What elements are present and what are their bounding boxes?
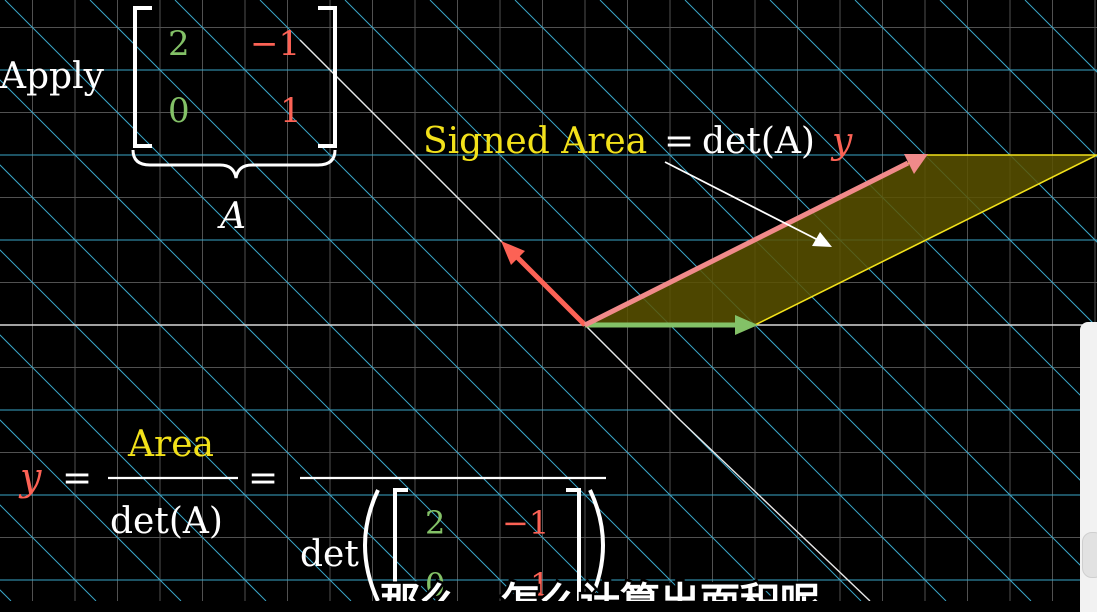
signed-area-label: Signed Area xyxy=(423,121,647,162)
variable-y: y xyxy=(830,121,853,162)
inner-entry-b: −1 xyxy=(502,504,549,542)
formula-denominator: det(A) xyxy=(110,501,223,542)
inner-left-bracket xyxy=(393,488,408,601)
transformed-grid-diag xyxy=(4,0,607,601)
transformed-grid-diag xyxy=(0,334,267,601)
transformed-grid-diag xyxy=(0,79,522,601)
transformed-grid-diag xyxy=(684,0,1097,413)
j-hat-vector xyxy=(513,253,587,327)
transformed-grid-diag xyxy=(0,249,352,601)
transformed-grid-diag xyxy=(939,0,1097,158)
video-subtitle: 那么，怎么计算出面积呢 xyxy=(380,580,820,601)
right-paren xyxy=(588,489,605,601)
arrow-icon xyxy=(735,315,758,335)
transformed-y-axis-lower xyxy=(679,419,871,601)
transformed-grid-diag xyxy=(854,0,1097,243)
matrix-entry-b: −1 xyxy=(250,24,300,64)
axes xyxy=(0,39,1097,601)
underbrace xyxy=(131,149,337,179)
equals-sign: = xyxy=(664,121,694,162)
transformed-grid-diag xyxy=(514,0,1097,583)
formula-eq1: = xyxy=(62,458,92,499)
transformed-grid-diag xyxy=(0,164,437,601)
arrow-icon xyxy=(904,154,928,174)
arrow-icon xyxy=(501,241,525,265)
signed-area-equation: Signed Area = det(A) y xyxy=(423,121,853,162)
transformed-grid-diag xyxy=(174,0,777,601)
inner-entry-c: 0 xyxy=(425,566,445,601)
formula-det-word: det xyxy=(300,534,359,575)
formula-numerator: Area xyxy=(127,424,214,465)
matrix-name: A xyxy=(217,196,246,237)
inner-entry-d: 1 xyxy=(530,566,550,601)
transformed-y-axis xyxy=(299,39,681,421)
pointer-line xyxy=(664,161,819,241)
transformed-grid-diag xyxy=(769,0,1097,328)
inner-right-bracket xyxy=(566,488,581,601)
matrix-entry-c: 0 xyxy=(168,91,190,131)
matrix-right-bracket xyxy=(318,6,337,148)
apply-matrix-label: Apply 2 −1 0 1 A xyxy=(0,6,337,237)
matrix-entry-a: 2 xyxy=(168,24,190,64)
basis-vectors xyxy=(501,154,928,335)
transformed-grid-diag xyxy=(89,0,692,601)
inner-entry-a: 2 xyxy=(425,504,445,542)
cramer-formula: y = Area det(A) = det 2 −1 0 1 xyxy=(18,424,606,601)
apply-text: Apply xyxy=(0,56,105,97)
left-paren xyxy=(363,489,380,601)
formula-eq2: = xyxy=(248,458,278,499)
side-panel-handle[interactable] xyxy=(1082,532,1097,578)
vector-y xyxy=(583,160,910,328)
transformed-grid-diag xyxy=(0,419,182,601)
matrix-left-bracket xyxy=(133,6,152,148)
formula-y: y xyxy=(18,455,42,499)
matrix-entry-d: 1 xyxy=(280,91,302,131)
transformed-grid-diag xyxy=(599,0,1097,498)
det-expression: det(A) xyxy=(702,121,815,162)
arrow-icon xyxy=(812,232,832,247)
